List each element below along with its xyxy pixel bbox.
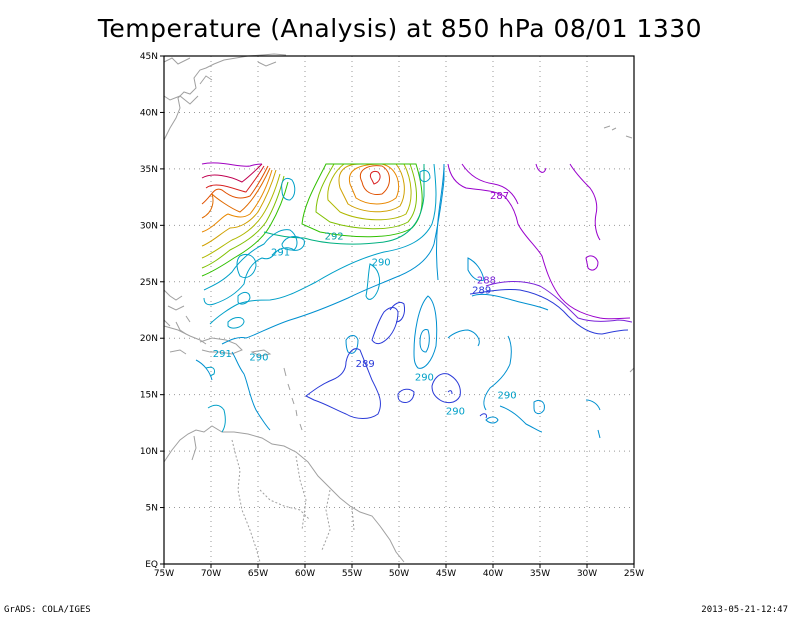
x-axis-ticks: 75W 70W 65W 60W 55W 50W 45W 40W 35W 30W 25W (154, 564, 644, 579)
contour-label: 291 (213, 349, 232, 360)
chart-title: Temperature (Analysis) at 850 hPa 08/01 … (97, 14, 703, 43)
plot-frame (163, 55, 635, 565)
x-tick-label: 50W (389, 569, 409, 579)
footer-software-credit: GrADS: COLA/IGES (4, 605, 91, 615)
footer-timestamp: 2013-05-21-12:47 (701, 605, 788, 615)
x-tick-label: 35W (530, 569, 550, 579)
y-tick-label: 5N (146, 504, 158, 514)
grid-lines (164, 56, 634, 564)
y-tick-label: EQ (145, 560, 158, 570)
coastlines (163, 53, 635, 563)
y-tick-label: 45N (140, 52, 158, 62)
contour-label: 289 (472, 286, 491, 297)
x-tick-label: 30W (577, 569, 597, 579)
y-tick-label: 15N (140, 391, 158, 401)
contour-label: 288 (477, 276, 496, 287)
x-tick-label: 55W (342, 569, 362, 579)
temperature-contours (195, 162, 633, 439)
x-tick-label: 40W (483, 569, 503, 579)
contour-label: 290 (249, 352, 268, 363)
contour-label: 292 (325, 231, 344, 242)
y-tick-label: 30N (140, 221, 158, 231)
contour-label: 290 (498, 391, 517, 402)
x-tick-label: 60W (295, 569, 315, 579)
x-tick-label: 75W (154, 569, 174, 579)
contour-label: 290 (415, 373, 434, 384)
x-tick-label: 70W (201, 569, 221, 579)
y-tick-label: 40N (140, 108, 158, 118)
x-tick-label: 65W (248, 569, 268, 579)
contour-label: 290 (372, 257, 391, 268)
y-axis-ticks: EQ 5N 10N 15N 20N 25N 30N 35N 40N 45N (140, 52, 164, 570)
contour-label: 289 (356, 359, 375, 370)
x-tick-label: 25W (624, 569, 644, 579)
y-tick-label: 20N (140, 334, 158, 344)
x-tick-label: 45W (436, 569, 456, 579)
contour-label: 287 (490, 191, 509, 202)
y-tick-label: 10N (140, 447, 158, 457)
y-tick-label: 25N (140, 278, 158, 288)
y-tick-label: 35N (140, 165, 158, 175)
contour-label: 291 (271, 247, 290, 258)
contour-label: 290 (446, 406, 465, 417)
